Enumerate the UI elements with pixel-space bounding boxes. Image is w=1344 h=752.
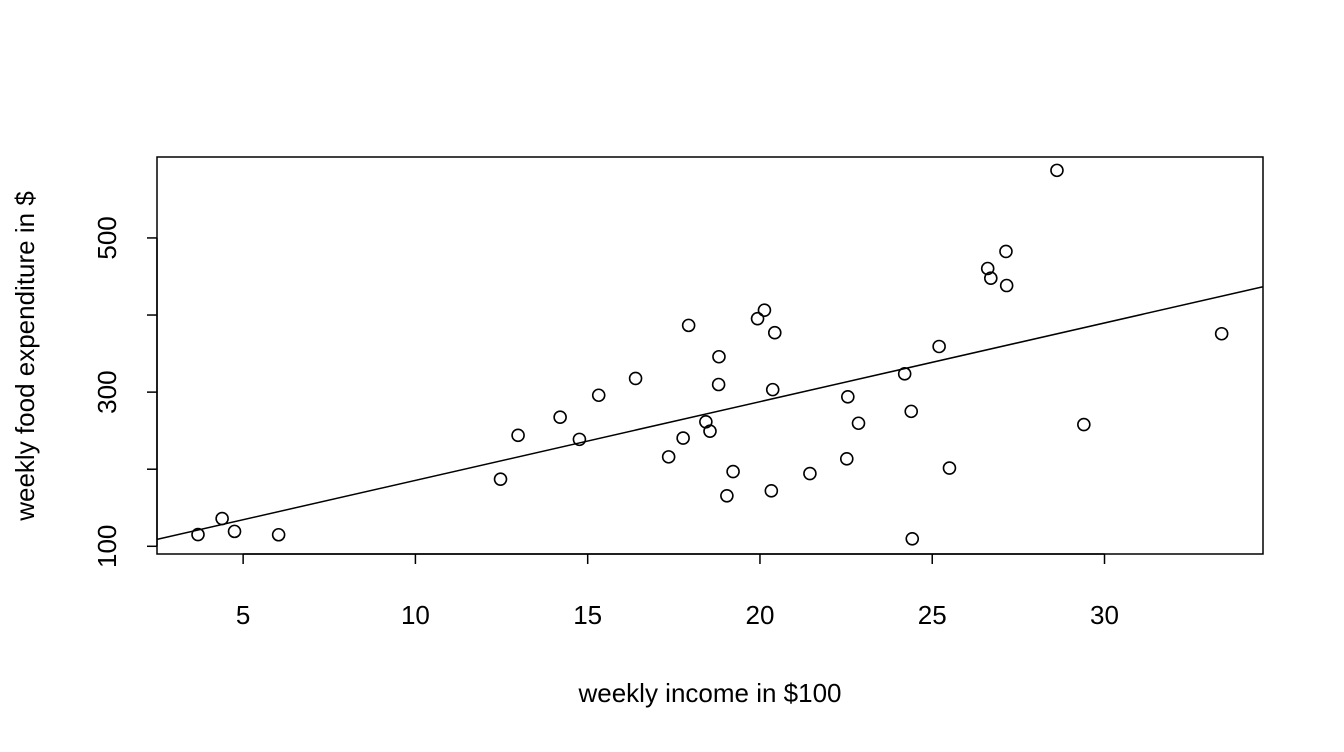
x-tick-label-25: 25: [918, 600, 947, 630]
data-point-19: [750, 311, 765, 326]
data-point-27: [851, 416, 866, 431]
data-point-34: [984, 271, 998, 286]
data-point-25: [839, 452, 854, 466]
data-point-20: [757, 303, 772, 317]
data-point-32: [942, 461, 957, 475]
data-point-0: [191, 527, 205, 542]
data-point-8: [591, 388, 606, 403]
regression-line-group: [156, 286, 1264, 541]
data-point-11: [676, 431, 690, 445]
data-point-36: [999, 278, 1014, 293]
data-point-12: [681, 318, 696, 333]
y-tick-label-300: 300: [92, 370, 122, 413]
data-point-15: [711, 377, 726, 392]
data-point-14: [703, 424, 717, 438]
data-points: [191, 163, 1229, 546]
data-point-5: [511, 428, 525, 443]
data-point-23: [767, 325, 782, 340]
data-point-9: [628, 371, 643, 386]
x-axis-label: weekly income in $100: [577, 678, 841, 708]
data-point-10: [661, 450, 676, 464]
plot-frame: [156, 156, 1264, 555]
x-axis: 5 10 15 20 25 30: [236, 553, 1119, 630]
data-point-39: [1214, 326, 1229, 341]
data-point-22: [765, 382, 780, 397]
data-point-28: [897, 367, 912, 381]
y-axis: 100 300 500: [92, 216, 158, 568]
data-point-37: [1050, 163, 1064, 178]
data-point-17: [720, 488, 734, 503]
data-point-26: [841, 390, 855, 404]
x-tick-label-5: 5: [236, 600, 250, 630]
data-point-38: [1077, 417, 1091, 432]
data-point-31: [932, 339, 946, 354]
data-point-7: [572, 432, 587, 447]
data-point-33: [980, 261, 995, 276]
y-axis-label: weekly food expenditure in $: [10, 191, 40, 522]
data-point-29: [904, 404, 919, 419]
y-tick-label-100: 100: [92, 525, 122, 568]
data-point-21: [764, 484, 779, 498]
data-point-24: [803, 466, 817, 481]
x-tick-label-15: 15: [573, 600, 602, 630]
x-tick-label-30: 30: [1090, 600, 1119, 630]
x-tick-label-20: 20: [745, 600, 774, 630]
data-point-6: [553, 410, 567, 425]
data-point-2: [227, 524, 242, 539]
data-point-1: [215, 511, 229, 526]
data-point-18: [726, 464, 740, 479]
data-point-35: [999, 244, 1013, 259]
data-point-3: [271, 527, 286, 542]
y-tick-label-500: 500: [92, 216, 122, 259]
regression-line: [156, 286, 1264, 541]
x-tick-label-10: 10: [401, 600, 430, 630]
data-point-16: [712, 349, 726, 364]
data-point-4: [493, 472, 508, 486]
data-point-30: [905, 532, 920, 546]
